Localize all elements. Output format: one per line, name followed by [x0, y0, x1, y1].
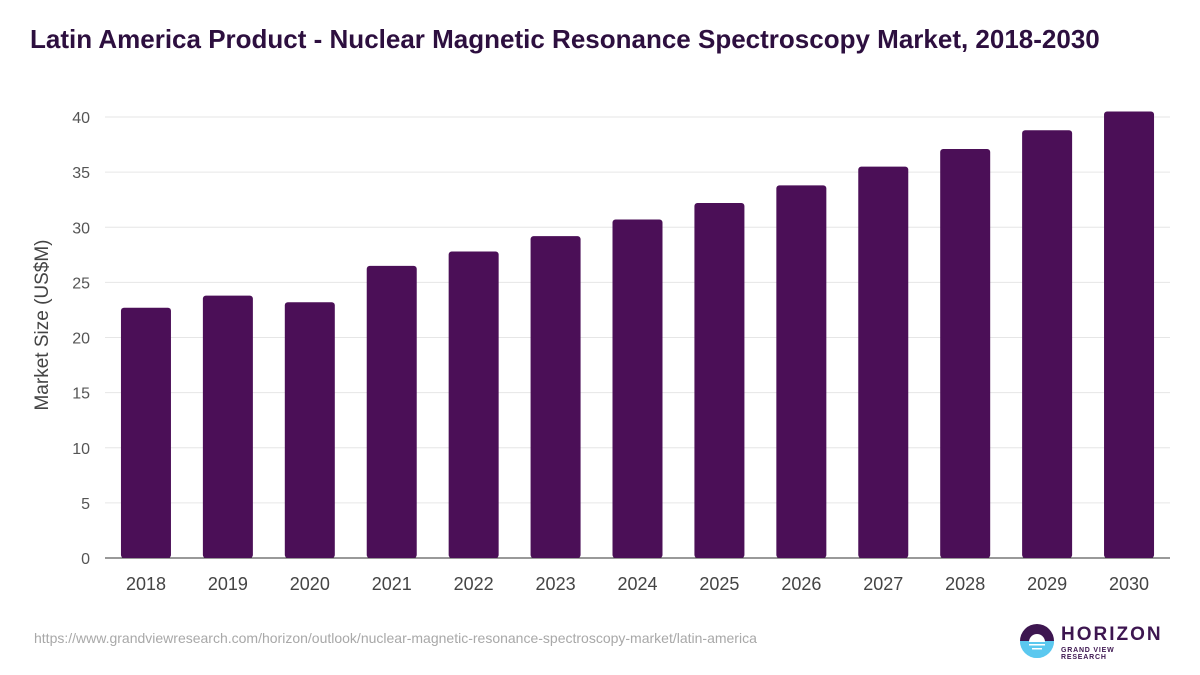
horizon-logo-icon [1020, 624, 1054, 658]
bar-2027 [858, 166, 909, 559]
horizon-logo: HORIZON GRAND VIEW RESEARCH [1019, 623, 1161, 661]
bar-2024 [612, 219, 663, 558]
x-tick-label: 2028 [945, 574, 985, 594]
bar-2021 [366, 265, 417, 558]
x-tick-label: 2025 [699, 574, 739, 594]
x-tick-label: 2023 [536, 574, 576, 594]
chart-title: Latin America Product - Nuclear Magnetic… [30, 24, 1100, 54]
x-tick-label: 2030 [1109, 574, 1149, 594]
x-tick-label: 2018 [126, 574, 166, 594]
bar-2025 [694, 202, 745, 558]
x-tick-label: 2024 [617, 574, 657, 594]
x-tick-label: 2020 [290, 574, 330, 594]
y-tick-label: 15 [72, 386, 90, 403]
x-tick-label: 2021 [372, 574, 412, 594]
x-tick-label: 2029 [1027, 574, 1067, 594]
x-tick-label: 2027 [863, 574, 903, 594]
y-tick-label: 0 [81, 551, 90, 568]
logo-subtitle: GRAND VIEW RESEARCH [1061, 647, 1115, 661]
y-tick-label: 25 [72, 275, 90, 292]
y-tick-label: 10 [72, 441, 90, 458]
y-tick-label: 35 [72, 165, 90, 182]
y-tick-label: 30 [72, 220, 90, 237]
bar-2018 [120, 307, 171, 558]
y-tick-label: 20 [72, 331, 90, 348]
x-tick-label: 2026 [781, 574, 821, 594]
x-tick-label: 2019 [208, 574, 248, 594]
source-url[interactable]: https://www.grandviewresearch.com/horizo… [34, 630, 757, 646]
bar-2022 [448, 251, 499, 558]
bar-2023 [530, 236, 581, 558]
y-axis-label: Market Size (US$M) [32, 239, 53, 410]
x-tick-label: 2022 [454, 574, 494, 594]
bar-2029 [1022, 130, 1073, 559]
bar-2020 [284, 302, 335, 558]
logo-name: HORIZON [1061, 624, 1163, 645]
bar-2030 [1104, 111, 1155, 559]
y-tick-label: 5 [81, 496, 90, 513]
y-tick-label: 40 [72, 110, 90, 127]
bar-2019 [202, 295, 253, 558]
bar-2026 [776, 185, 827, 559]
bar-2028 [940, 148, 991, 558]
